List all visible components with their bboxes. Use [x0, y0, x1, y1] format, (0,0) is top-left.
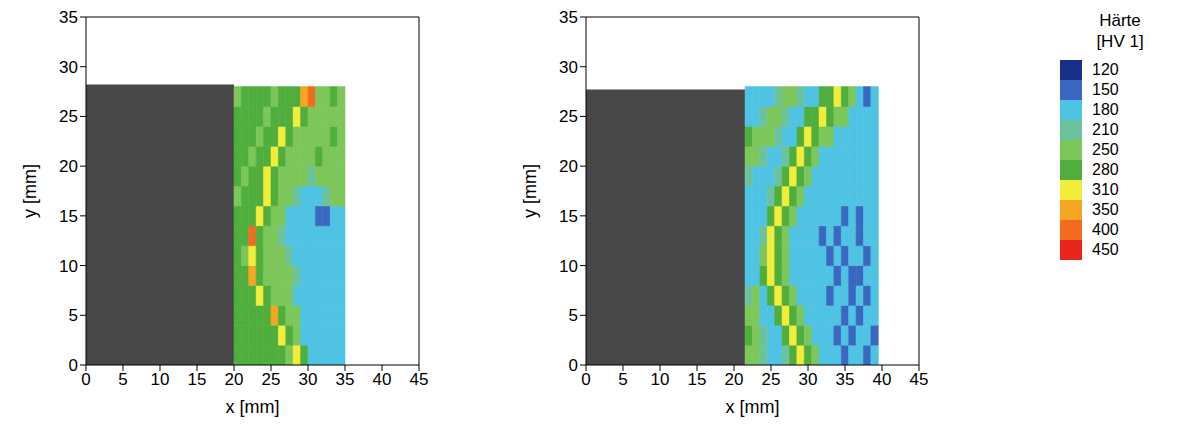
svg-text:x [mm]: x [mm]: [226, 397, 280, 417]
svg-text:40: 40: [873, 370, 892, 389]
svg-text:0: 0: [581, 370, 590, 389]
html-text:Härte: Härte: [1099, 11, 1141, 30]
html-text:310: 310: [1092, 181, 1119, 198]
svg-text:y [mm]: y [mm]: [20, 164, 40, 218]
svg-text:15: 15: [59, 207, 78, 226]
svg-text:0: 0: [569, 356, 578, 375]
html-text:120: 120: [1092, 61, 1119, 78]
svg-text:30: 30: [59, 58, 78, 77]
html-text:[HV 1]: [HV 1]: [1096, 32, 1144, 51]
svg-text:20: 20: [59, 157, 78, 176]
svg-text:25: 25: [559, 107, 578, 126]
svg-text:10: 10: [559, 257, 578, 276]
svg-text:40: 40: [373, 370, 392, 389]
svg-text:5: 5: [618, 370, 627, 389]
svg-text:30: 30: [559, 58, 578, 77]
svg-text:10: 10: [151, 370, 170, 389]
html-text:250: 250: [1092, 141, 1119, 158]
svg-text:35: 35: [559, 8, 578, 27]
svg-text:30: 30: [799, 370, 818, 389]
html-text:180: 180: [1092, 101, 1119, 118]
svg-text:25: 25: [59, 107, 78, 126]
html-text:150: 150: [1092, 81, 1119, 98]
html-text:350: 350: [1092, 201, 1119, 218]
svg-text:x [mm]: x [mm]: [726, 397, 780, 417]
svg-text:20: 20: [725, 370, 744, 389]
svg-text:25: 25: [762, 370, 781, 389]
svg-text:0: 0: [81, 370, 90, 389]
svg-text:0: 0: [69, 356, 78, 375]
svg-text:5: 5: [569, 306, 578, 325]
svg-text:20: 20: [225, 370, 244, 389]
svg-text:45: 45: [410, 370, 429, 389]
html-text:280: 280: [1092, 161, 1119, 178]
svg-text:45: 45: [910, 370, 929, 389]
svg-text:35: 35: [836, 370, 855, 389]
html-text:450: 450: [1092, 241, 1119, 258]
svg-text:20: 20: [559, 157, 578, 176]
svg-text:15: 15: [188, 370, 207, 389]
svg-text:5: 5: [118, 370, 127, 389]
svg-text:10: 10: [59, 257, 78, 276]
html-text:400: 400: [1092, 221, 1119, 238]
svg-text:y [mm]: y [mm]: [520, 164, 540, 218]
html-text:210: 210: [1092, 121, 1119, 138]
svg-text:5: 5: [69, 306, 78, 325]
svg-text:30: 30: [299, 370, 318, 389]
svg-text:35: 35: [59, 8, 78, 27]
svg-text:35: 35: [336, 370, 355, 389]
svg-text:15: 15: [688, 370, 707, 389]
svg-text:10: 10: [651, 370, 670, 389]
svg-text:15: 15: [559, 207, 578, 226]
svg-text:25: 25: [262, 370, 281, 389]
